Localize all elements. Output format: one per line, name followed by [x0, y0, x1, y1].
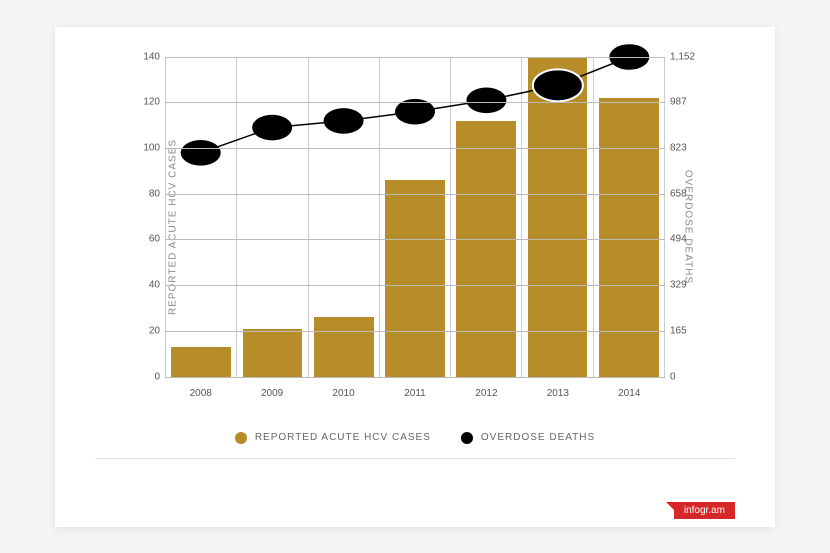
y-right-tick: 329	[670, 280, 705, 291]
plot-region: 2008200920102011201220132014 00201654032…	[165, 57, 665, 377]
y-right-tick: 494	[670, 234, 705, 245]
x-tick-label: 2014	[594, 388, 665, 399]
x-tick-label: 2008	[165, 388, 236, 399]
y-left-tick: 60	[130, 234, 160, 245]
grid-line	[165, 148, 665, 149]
y-right-tick: 0	[670, 371, 705, 382]
chart-card: REPORTED ACUTE HCV CASES OVERDOSE DEATHS…	[55, 27, 775, 527]
line-marker	[324, 108, 364, 134]
line-overlay	[165, 57, 665, 377]
x-tick-label: 2012	[451, 388, 522, 399]
line-marker	[252, 114, 292, 140]
legend-label: OVERDOSE DEATHS	[481, 432, 595, 443]
grid-line	[165, 194, 665, 195]
y-right-tick: 1,152	[670, 51, 705, 62]
legend-swatch-icon	[461, 432, 473, 444]
attribution-label: infogr.am	[684, 505, 725, 516]
grid-line	[165, 102, 665, 103]
legend-item-bars: REPORTED ACUTE HCV CASES	[235, 432, 431, 444]
y-left-tick: 20	[130, 325, 160, 336]
y-left-tick: 80	[130, 188, 160, 199]
line-marker	[181, 140, 221, 166]
legend-swatch-icon	[235, 432, 247, 444]
y-left-tick: 120	[130, 97, 160, 108]
y-left-tick: 140	[130, 51, 160, 62]
y-right-tick: 823	[670, 142, 705, 153]
x-tick-label: 2009	[236, 388, 307, 399]
y-left-tick: 100	[130, 142, 160, 153]
grid-line	[165, 377, 665, 378]
legend: REPORTED ACUTE HCV CASES OVERDOSE DEATHS	[95, 432, 735, 459]
line-marker	[533, 69, 583, 101]
x-tick-label: 2013	[522, 388, 593, 399]
x-tick-label: 2010	[308, 388, 379, 399]
y-left-tick: 0	[130, 371, 160, 382]
y-left-tick: 40	[130, 280, 160, 291]
y-right-tick: 658	[670, 188, 705, 199]
x-axis-labels: 2008200920102011201220132014	[165, 388, 665, 399]
line-marker	[466, 87, 506, 113]
grid-line	[165, 239, 665, 240]
grid-line	[165, 285, 665, 286]
legend-label: REPORTED ACUTE HCV CASES	[255, 432, 431, 443]
grid-line	[165, 331, 665, 332]
grid-line	[165, 57, 665, 58]
x-tick-label: 2011	[379, 388, 450, 399]
y-right-tick: 165	[670, 325, 705, 336]
chart-area: REPORTED ACUTE HCV CASES OVERDOSE DEATHS…	[95, 47, 735, 407]
legend-item-line: OVERDOSE DEATHS	[461, 432, 595, 444]
y-right-tick: 987	[670, 97, 705, 108]
y-right-axis-label: OVERDOSE DEATHS	[682, 169, 693, 283]
attribution-badge[interactable]: infogr.am	[674, 502, 735, 519]
